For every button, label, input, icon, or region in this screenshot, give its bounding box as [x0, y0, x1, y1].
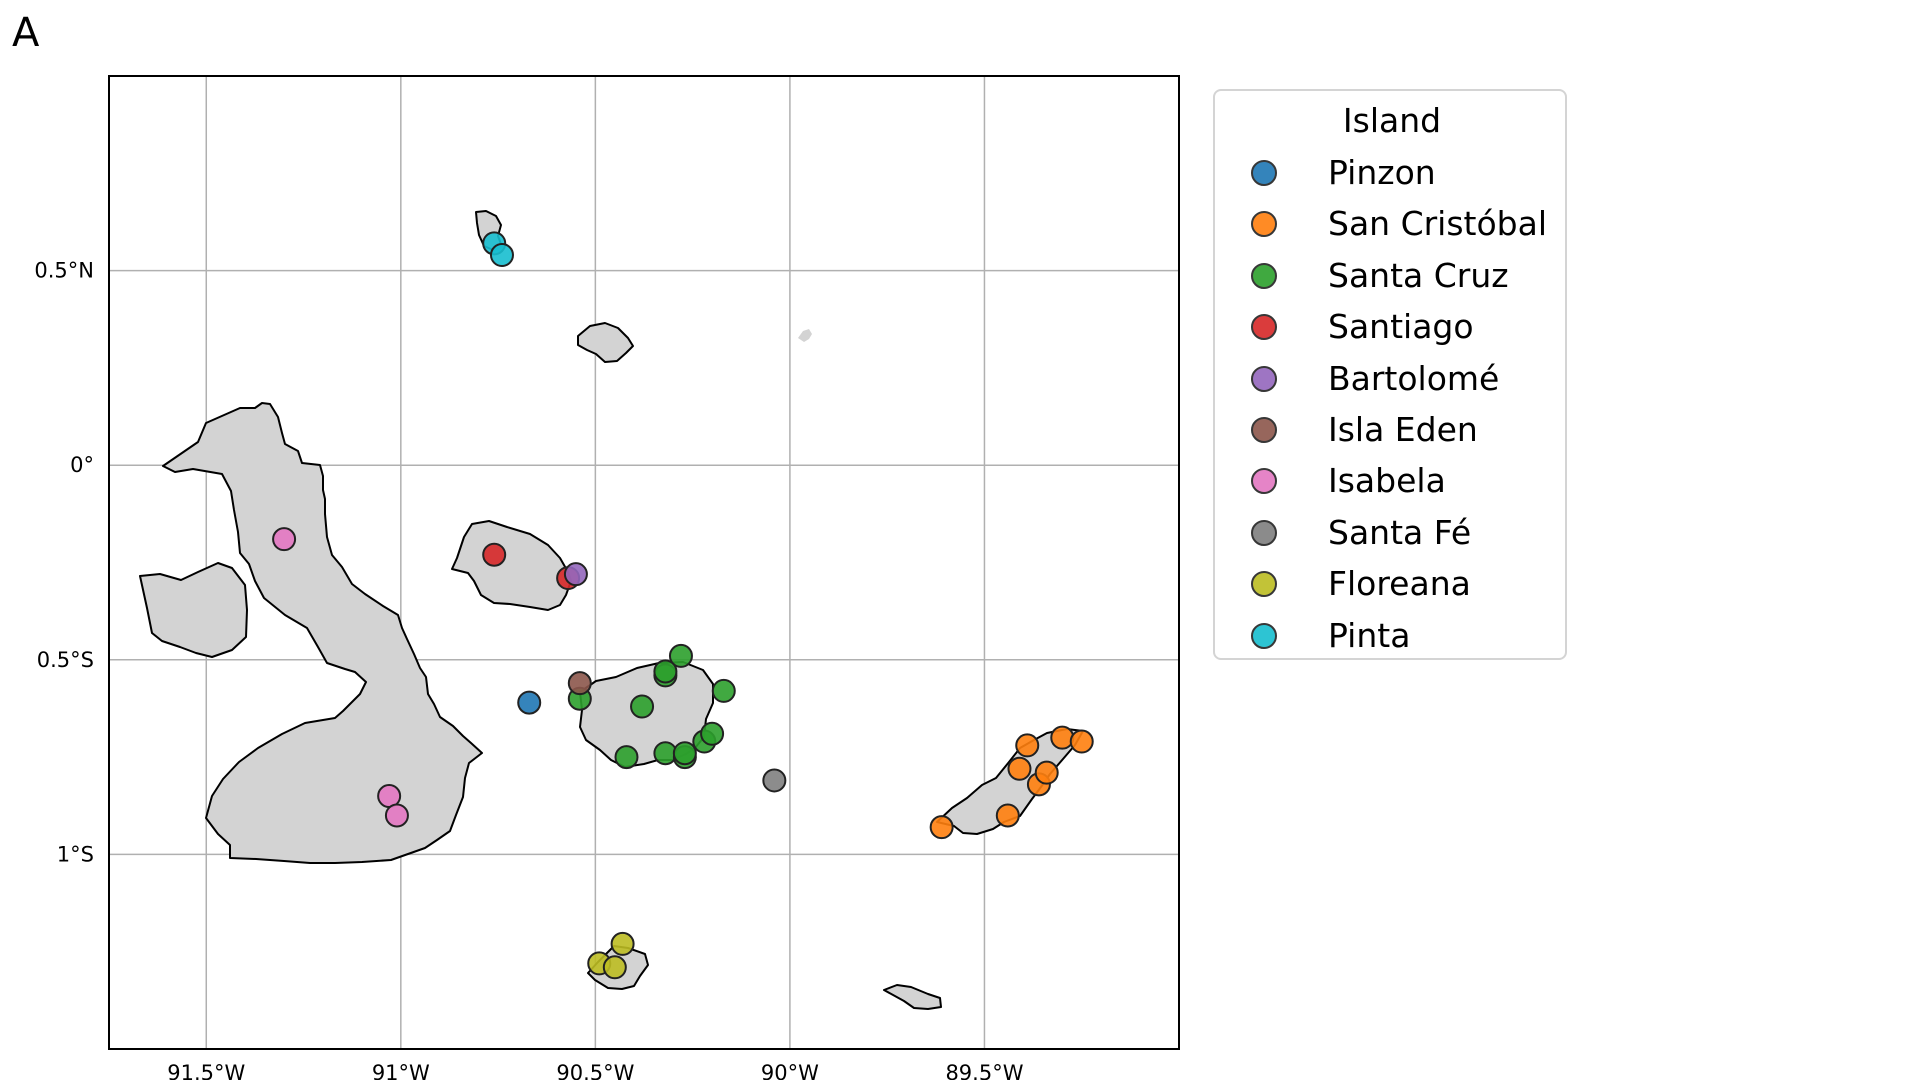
legend-item-santiago: Santiago	[1215, 308, 1565, 348]
legend-item-san-crist-bal: San Cristóbal	[1215, 205, 1565, 245]
x-tick-label: 91°W	[372, 1061, 430, 1080]
panel-label: A	[12, 10, 40, 56]
sample-point-santa-cruz	[630, 694, 655, 719]
genovesa-island	[798, 329, 812, 342]
legend-label: Santiago	[1328, 307, 1474, 347]
sample-point-san-crist-bal	[1034, 760, 1059, 785]
fernandina-island	[139, 562, 248, 658]
x-tick-label: 90°W	[761, 1061, 819, 1080]
axis-tick-labels: 91.5°W 91°W 90.5°W 90°W 89.5°W 0.5°N 0° 0.5°S 1°…	[34, 259, 1023, 1080]
sample-point-isla-eden	[567, 671, 592, 696]
sample-point-san-crist-bal	[1050, 725, 1075, 750]
y-tick-label: 0°	[70, 453, 94, 477]
sample-point-san-crist-bal	[1007, 756, 1032, 781]
sample-point-santa-cruz	[668, 643, 693, 668]
legend-label: Floreana	[1328, 564, 1471, 604]
sample-point-san-crist-bal	[929, 815, 954, 840]
legend-label: Pinzon	[1328, 153, 1436, 192]
sample-point-pinzon	[517, 690, 542, 715]
legend-label: Bartolomé	[1328, 358, 1500, 398]
sample-point-santiago	[482, 542, 507, 567]
sample-point-isabela	[384, 803, 409, 828]
legend-item-bartolom-: Bartolomé	[1215, 358, 1565, 400]
legend-item-pinta: Pinta	[1215, 615, 1565, 657]
x-tick-label: 91.5°W	[167, 1061, 245, 1080]
sample-point-pinta	[489, 243, 514, 268]
legend-marker	[1251, 519, 1277, 546]
legend-marker	[1251, 314, 1277, 341]
sample-point-santa-f-	[762, 768, 787, 793]
isabela-island	[162, 402, 483, 864]
sample-point-floreana	[610, 931, 635, 956]
legend-label: Santa Cruz	[1328, 255, 1509, 295]
sample-point-bartolom-	[563, 562, 588, 587]
santiago-island	[451, 520, 572, 611]
graticule	[109, 76, 1179, 1049]
y-tick-label: 1°S	[57, 842, 94, 866]
map-frame	[108, 75, 1180, 1050]
sample-point-santa-cruz	[614, 745, 639, 770]
legend-item-santa-cruz: Santa Cruz	[1215, 255, 1565, 297]
legend-title: Island	[1342, 101, 1442, 140]
legend: Island Pinzon San Cristóbal Santa Cruz Sant…	[1213, 89, 1567, 660]
sample-points	[272, 231, 1094, 980]
sample-point-santa-cruz	[653, 659, 678, 684]
legend-label: San Cristóbal	[1328, 204, 1548, 244]
sample-point-floreana	[602, 955, 627, 980]
legend-item-santa-f-: Santa Fé	[1215, 512, 1565, 554]
sample-point-isabela	[272, 527, 297, 552]
sample-point-san-crist-bal	[995, 803, 1020, 828]
legend-label: Isla Eden	[1328, 410, 1478, 449]
legend-marker	[1251, 468, 1277, 495]
legend-label: Isabela	[1328, 461, 1446, 501]
sample-point-santa-cruz	[700, 721, 725, 746]
y-tick-label: 0.5°N	[34, 259, 94, 283]
sample-point-santa-cruz	[711, 678, 736, 703]
legend-item-isabela: Isabela	[1215, 462, 1565, 502]
sample-point-san-crist-bal	[1015, 733, 1040, 758]
legend-label: Santa Fé	[1328, 512, 1472, 552]
sample-point-santa-cruz	[672, 741, 697, 766]
x-tick-label: 89.5°W	[945, 1061, 1023, 1080]
sample-point-san-crist-bal	[1069, 729, 1094, 754]
legend-item-floreana: Floreana	[1215, 565, 1565, 605]
legend-label: Pinta	[1328, 615, 1411, 655]
y-tick-label: 0.5°S	[37, 648, 94, 672]
legend-marker	[1251, 417, 1277, 443]
legend-item-isla-eden: Isla Eden	[1215, 411, 1565, 451]
x-tick-label: 90.5°W	[556, 1061, 634, 1080]
legend-marker	[1251, 160, 1277, 186]
marchena-island	[577, 322, 634, 363]
legend-marker	[1251, 262, 1277, 289]
espanola-island	[883, 984, 942, 1010]
legend-marker	[1251, 571, 1277, 598]
legend-marker	[1251, 211, 1277, 238]
legend-marker	[1251, 365, 1277, 392]
legend-marker	[1251, 622, 1277, 649]
legend-item-pinzon: Pinzon	[1215, 154, 1565, 194]
